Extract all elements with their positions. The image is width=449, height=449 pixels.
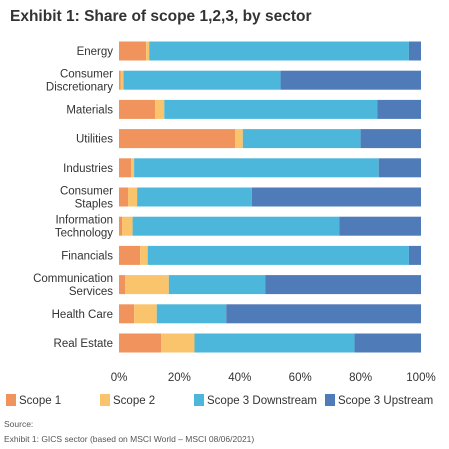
chart-title: Exhibit 1: Share of scope 1,2,3, by sect… (10, 8, 312, 25)
bar-information-technology-scope-1 (119, 216, 123, 236)
bar-information-technology-scope-3-upstream (339, 216, 421, 236)
bar-consumer-discretionary-scope-1 (119, 70, 121, 90)
bar-health-care-scope-3-upstream (226, 304, 421, 324)
category-label-line: Materials (66, 104, 113, 116)
legend-swatch-scope-2 (100, 394, 110, 406)
bar-materials-scope-3-downstream (164, 99, 378, 119)
category-label-utilities: Utilities (76, 134, 113, 146)
bar-health-care-scope-1 (119, 304, 135, 324)
category-label-materials: Materials (66, 104, 113, 116)
bar-consumer-staples-scope-3-upstream (251, 187, 421, 207)
legend-swatch-scope-3-upstream (325, 394, 335, 406)
bar-utilities-scope-3-upstream (360, 129, 421, 149)
x-tick-label-80pct: 80% (349, 372, 372, 384)
bar-real-estate-scope-3-downstream (194, 333, 355, 353)
bar-information-technology-scope-2 (122, 216, 133, 236)
x-tick-label-60pct: 60% (289, 372, 312, 384)
category-label-line: Discretionary (46, 82, 113, 94)
source-label: Source: (4, 419, 34, 429)
category-label-line: Staples (75, 199, 114, 211)
x-tick-label-20pct: 20% (168, 372, 191, 384)
bar-consumer-staples-scope-2 (128, 187, 138, 207)
bar-industries-scope-3-upstream (378, 158, 421, 178)
bar-energy-scope-1 (119, 41, 147, 61)
footnote: Exhibit 1: GICS sector (based on MSCI Wo… (4, 434, 255, 444)
category-label-line: Services (69, 286, 113, 298)
bar-communication-services-scope-2 (125, 275, 169, 295)
bar-industries-scope-1 (119, 158, 132, 178)
bar-materials-scope-2 (155, 99, 165, 119)
x-axis: 0% 20% 40% 60% 80% 100% (111, 372, 436, 384)
legend-label-scope-2: Scope 2 (113, 395, 155, 407)
bar-financials-scope-2 (140, 245, 148, 265)
category-label-line: Information (55, 215, 113, 227)
bar-information-technology-scope-3-downstream (132, 216, 340, 236)
x-tick-label-100pct: 100% (406, 372, 435, 384)
bar-industries-scope-3-downstream (134, 158, 379, 178)
category-label-industries: Industries (63, 163, 113, 175)
bar-utilities-scope-2 (235, 129, 243, 149)
bar-industries-scope-2 (131, 158, 135, 178)
category-label-line: Financials (61, 250, 113, 262)
x-tick-label-0pct: 0% (111, 372, 128, 384)
bar-real-estate-scope-2 (161, 333, 195, 353)
legend-label-scope-3-upstream: Scope 3 Upstream (338, 395, 433, 407)
legend-swatch-scope-1 (6, 394, 16, 406)
bar-energy-scope-3-downstream (149, 41, 409, 61)
bar-utilities-scope-1 (119, 129, 236, 149)
bar-materials-scope-3-upstream (377, 99, 421, 119)
bar-real-estate-scope-1 (119, 333, 162, 353)
legend-label-scope-3-downstream: Scope 3 Downstream (207, 395, 317, 407)
category-label-line: Real Estate (54, 338, 113, 350)
bar-communication-services-scope-1 (119, 275, 126, 295)
legend-label-scope-1: Scope 1 (19, 395, 61, 407)
bar-consumer-discretionary-scope-3-upstream (280, 70, 421, 90)
bar-energy-scope-2 (146, 41, 150, 61)
bar-health-care-scope-3-downstream (156, 304, 227, 324)
bar-health-care-scope-2 (134, 304, 157, 324)
bar-utilities-scope-3-downstream (242, 129, 361, 149)
category-label-line: Utilities (76, 134, 113, 146)
bar-energy-scope-3-upstream (408, 41, 421, 61)
bar-consumer-discretionary-scope-2 (120, 70, 124, 90)
category-label-health-care: Health Care (52, 309, 113, 321)
bar-consumer-discretionary-scope-3-downstream (123, 70, 281, 90)
category-label-consumer-discretionary: Consumer Discretionary (46, 69, 113, 94)
bar-materials-scope-1 (119, 99, 156, 119)
category-label-line: Energy (77, 46, 114, 58)
category-label-line: Industries (63, 163, 113, 175)
bar-communication-services-scope-3-downstream (168, 275, 266, 295)
category-label-real-estate: Real Estate (54, 338, 113, 350)
category-label-line: Communication (33, 273, 113, 285)
category-label-energy: Energy (77, 46, 114, 58)
category-label-financials: Financials (61, 250, 113, 262)
category-label-information-technology: Information Technology (55, 215, 113, 240)
legend-swatch-scope-3-downstream (194, 394, 204, 406)
bar-financials-scope-3-upstream (408, 245, 421, 265)
x-tick-label-40pct: 40% (228, 372, 251, 384)
bar-communication-services-scope-3-upstream (265, 275, 421, 295)
legend: Scope 1 Scope 2 Scope 3 Downstream Scope 3 … (6, 394, 433, 407)
category-label-line: Health Care (52, 309, 113, 321)
category-label-consumer-staples: Consumer Staples (60, 186, 113, 211)
bar-real-estate-scope-3-upstream (354, 333, 421, 353)
category-label-communication-services: Communication Services (33, 273, 113, 298)
bar-consumer-staples-scope-3-downstream (137, 187, 252, 207)
category-label-line: Consumer (60, 69, 113, 81)
bar-financials-scope-1 (119, 245, 141, 265)
bar-financials-scope-3-downstream (147, 245, 409, 265)
bars-group (119, 41, 421, 353)
category-label-line: Technology (55, 228, 113, 240)
category-label-line: Consumer (60, 186, 113, 198)
bar-consumer-staples-scope-1 (119, 187, 129, 207)
